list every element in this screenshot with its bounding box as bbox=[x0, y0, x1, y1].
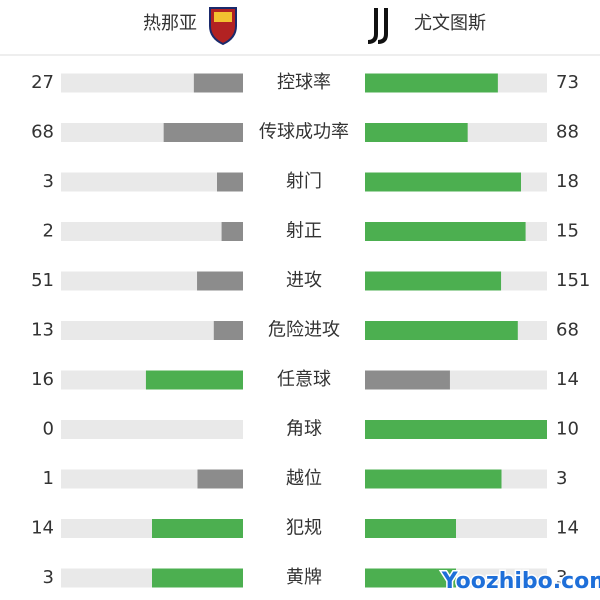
away-value: 151 bbox=[556, 270, 590, 291]
home-bar bbox=[152, 519, 243, 538]
stat-label: 危险进攻 bbox=[268, 320, 340, 341]
track bbox=[61, 420, 243, 439]
away-value: 18 bbox=[556, 171, 579, 192]
away-logo bbox=[367, 8, 388, 44]
away-value: 15 bbox=[556, 221, 579, 242]
home-value: 1 bbox=[43, 468, 54, 489]
home-bar bbox=[213, 321, 243, 340]
home-value: 51 bbox=[31, 270, 54, 291]
stat-label: 犯规 bbox=[286, 518, 322, 539]
home-value: 0 bbox=[43, 419, 54, 440]
stat-label: 越位 bbox=[286, 468, 322, 489]
away-bar bbox=[365, 172, 521, 192]
away-value: 10 bbox=[556, 419, 579, 440]
away-bar bbox=[365, 73, 498, 93]
home-value: 13 bbox=[31, 320, 54, 341]
away-value: 3 bbox=[556, 567, 567, 588]
stat-label: 控球率 bbox=[277, 72, 331, 93]
home-team: 热那亚 bbox=[143, 13, 197, 34]
away-value: 3 bbox=[556, 468, 567, 489]
stat-label: 射门 bbox=[286, 171, 322, 192]
home-bar bbox=[152, 568, 243, 588]
away-bar bbox=[365, 321, 518, 340]
away-bar bbox=[365, 123, 468, 142]
stat-label: 任意球 bbox=[277, 369, 331, 390]
away-bar bbox=[365, 370, 450, 390]
home-value: 68 bbox=[31, 122, 54, 143]
away-value: 14 bbox=[556, 369, 579, 390]
home-bar bbox=[193, 73, 243, 93]
stat-label: 角球 bbox=[286, 419, 322, 440]
away-bar bbox=[365, 469, 502, 489]
away-value: 14 bbox=[556, 518, 579, 539]
away-bar bbox=[365, 420, 547, 439]
home-value: 3 bbox=[43, 567, 54, 588]
home-value: 2 bbox=[43, 221, 54, 242]
home-bar bbox=[197, 469, 243, 489]
away-bar bbox=[365, 519, 456, 538]
track bbox=[61, 222, 243, 241]
away-team: 尤文图斯 bbox=[414, 13, 486, 34]
home-bar bbox=[163, 123, 243, 142]
home-logo bbox=[209, 7, 237, 46]
away-value: 73 bbox=[556, 72, 579, 93]
home-value: 14 bbox=[31, 518, 54, 539]
stat-label: 传球成功率 bbox=[259, 122, 349, 143]
home-bar bbox=[145, 370, 243, 390]
track bbox=[61, 172, 243, 192]
home-value: 16 bbox=[31, 369, 54, 390]
track bbox=[61, 321, 243, 340]
stat-label: 进攻 bbox=[286, 270, 322, 291]
away-bar bbox=[365, 568, 456, 588]
away-value: 68 bbox=[556, 320, 579, 341]
home-bar bbox=[217, 172, 243, 192]
home-value: 3 bbox=[43, 171, 54, 192]
home-bar bbox=[221, 222, 243, 241]
watermark: Yoozhibo.com bbox=[441, 569, 600, 594]
away-bar bbox=[365, 222, 526, 241]
stat-label: 射正 bbox=[286, 221, 322, 242]
stat-label: 黄牌 bbox=[286, 567, 322, 588]
away-value: 88 bbox=[556, 122, 579, 143]
home-value: 27 bbox=[31, 72, 54, 93]
away-bar bbox=[365, 271, 502, 291]
home-bar bbox=[197, 271, 243, 291]
